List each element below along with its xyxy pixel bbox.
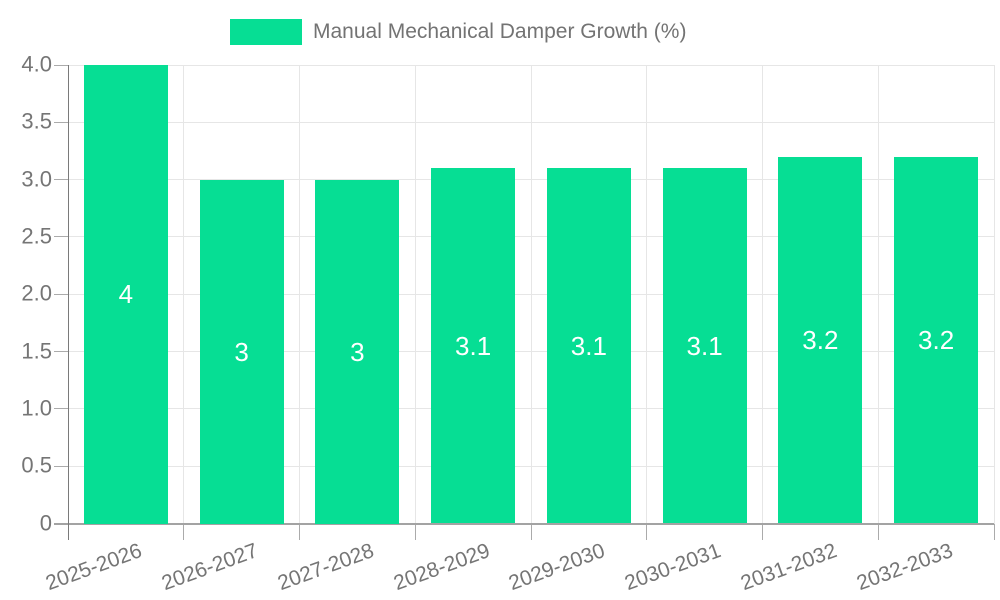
- y-axis-tick: [54, 465, 68, 467]
- x-axis-tick: [183, 523, 185, 540]
- x-axis-tick-label[interactable]: 2025-2026: [43, 539, 146, 596]
- legend-swatch-icon: [230, 19, 302, 45]
- y-axis-tick-label: 2.0: [21, 280, 52, 306]
- x-gridline: [993, 65, 995, 524]
- x-gridline: [183, 65, 185, 524]
- x-gridline: [646, 65, 648, 524]
- bar[interactable]: [431, 168, 516, 524]
- bar[interactable]: [315, 179, 400, 524]
- y-axis-tick: [54, 236, 68, 238]
- x-axis-line: [54, 523, 994, 525]
- x-axis-tick-label[interactable]: 2027-2028: [274, 539, 377, 596]
- bar-value-label: 3.1: [455, 330, 492, 361]
- x-axis-tick: [993, 523, 995, 540]
- y-axis-tick-label: 3.0: [21, 166, 52, 192]
- bar[interactable]: [894, 156, 979, 524]
- bar-value-label: 3.2: [918, 325, 955, 356]
- y-axis-tick-label: 1.5: [21, 338, 52, 364]
- y-axis-tick: [54, 351, 68, 353]
- x-axis-tick: [530, 523, 532, 540]
- y-axis-tick: [54, 293, 68, 295]
- chart-legend[interactable]: Manual Mechanical Damper Growth (%): [230, 17, 686, 47]
- x-gridline: [530, 65, 532, 524]
- bar[interactable]: [199, 179, 284, 524]
- x-axis-tick: [299, 523, 300, 540]
- x-axis-tick: [414, 523, 416, 540]
- y-axis-line: [67, 65, 69, 540]
- y-axis-tick: [54, 179, 68, 181]
- x-axis-tick: [877, 523, 879, 540]
- y-axis-tick-label: 2.5: [21, 223, 52, 249]
- x-axis-tick-label[interactable]: 2026-2027: [158, 539, 262, 596]
- x-gridline: [762, 65, 763, 524]
- x-gridline: [299, 65, 300, 524]
- bar-value-label: 3.2: [802, 325, 839, 356]
- y-axis-tick: [54, 64, 68, 66]
- bar-value-label: 4: [118, 279, 134, 310]
- y-axis-tick-label: 0.5: [21, 452, 52, 478]
- x-gridline: [877, 65, 879, 524]
- bar-value-label: 3: [350, 336, 365, 367]
- y-axis-tick: [54, 408, 68, 410]
- bar-value-label: 3.1: [686, 330, 723, 361]
- x-axis-tick-label[interactable]: 2028-2029: [390, 539, 493, 596]
- x-gridline: [414, 65, 416, 524]
- y-axis-tick-label: 0: [39, 510, 52, 536]
- bar[interactable]: [778, 156, 863, 524]
- y-axis-tick-label: 4.0: [21, 51, 52, 77]
- bar[interactable]: [546, 168, 631, 524]
- x-axis-tick: [762, 523, 763, 540]
- y-axis-tick-label: 3.5: [21, 108, 52, 134]
- y-axis-tick-label: 1.0: [21, 395, 52, 421]
- bar[interactable]: [83, 65, 168, 524]
- x-axis-tick-label[interactable]: 2032-2033: [853, 539, 956, 596]
- x-axis-tick-label[interactable]: 2029-2030: [506, 539, 609, 596]
- y-axis-tick: [54, 121, 68, 123]
- x-axis-tick: [646, 523, 648, 540]
- bar[interactable]: [662, 168, 747, 524]
- x-axis-tick-label[interactable]: 2030-2031: [621, 539, 725, 596]
- legend-label: Manual Mechanical Damper Growth (%): [313, 20, 687, 43]
- bar-value-label: 3: [234, 336, 249, 367]
- x-axis-tick-label[interactable]: 2031-2032: [737, 539, 840, 596]
- bar-value-label: 3.1: [570, 330, 607, 361]
